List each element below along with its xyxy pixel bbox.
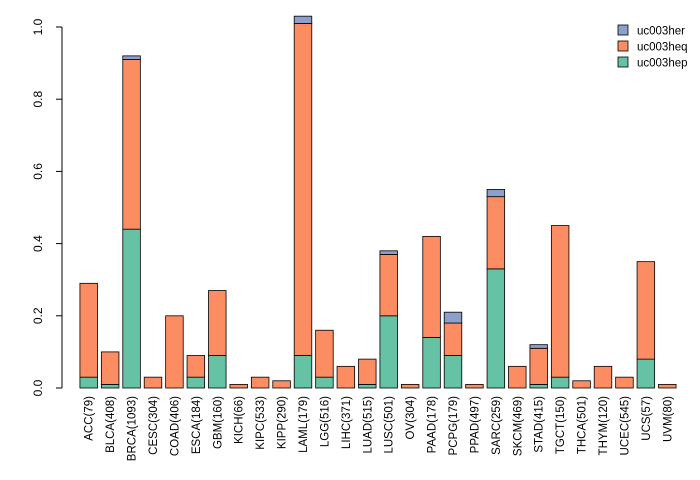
bar-segment-uc003heq xyxy=(315,329,334,378)
bar-segment-uc003heq xyxy=(229,383,248,389)
bar-segment-uc003hep xyxy=(422,337,441,389)
y-tick-label: 0.6 xyxy=(31,163,45,180)
bar-segment-uc003heq xyxy=(443,322,463,356)
bar-segment-uc003heq xyxy=(400,383,420,389)
bar-segment-uc003hep xyxy=(529,383,548,389)
bar-segment-uc003heq xyxy=(143,376,163,389)
bars-group xyxy=(79,15,677,389)
x-tick-label: UCS(57) xyxy=(641,396,653,441)
bar-segment-uc003hep xyxy=(379,315,398,389)
bar-segment-uc003hep xyxy=(208,355,227,389)
legend: uc003her uc003heq uc003hep xyxy=(617,24,688,70)
x-tick-label: COAD(406) xyxy=(169,396,181,456)
x-tick-label: KIPC(533) xyxy=(255,396,267,450)
legend-swatch-uc003her xyxy=(617,24,629,36)
bar-segment-uc003heq xyxy=(122,59,141,230)
bar-segment-uc003hep xyxy=(79,376,98,389)
bar-segment-uc003her xyxy=(486,189,506,198)
bar-segment-uc003heq xyxy=(550,225,570,378)
y-tick-label: 1.0 xyxy=(31,18,45,35)
bar-segment-uc003heq xyxy=(636,261,656,360)
y-tick-label: 0.8 xyxy=(31,91,45,108)
legend-label-uc003her: uc003her xyxy=(637,26,685,38)
x-tick-label: LUAD(515) xyxy=(362,396,374,454)
x-tick-label: PCPG(179) xyxy=(448,396,460,456)
bar-segment-uc003heq xyxy=(422,235,441,338)
x-tick-label: STAD(415) xyxy=(534,396,546,453)
legend-swatch-uc003hep xyxy=(617,56,629,68)
x-tick-label: PAAD(178) xyxy=(427,396,439,453)
bar-segment-uc003hep xyxy=(443,355,463,389)
y-tick-label: 0.4 xyxy=(31,235,45,252)
bar-segment-uc003her xyxy=(122,55,141,60)
bar-segment-uc003heq xyxy=(272,380,291,389)
legend-label-uc003hep: uc003hep xyxy=(637,58,688,70)
bar-segment-uc003her xyxy=(443,311,463,324)
x-tick-label: ACC(79) xyxy=(84,396,96,441)
bar-segment-uc003heq xyxy=(250,376,270,389)
bar-segment-uc003hep xyxy=(550,376,570,389)
x-tick-label: THCA(501) xyxy=(577,396,589,454)
x-tick-label: LIHC(371) xyxy=(341,396,353,449)
bar-segment-uc003heq xyxy=(572,380,591,389)
bar-segment-uc003hep xyxy=(100,383,120,389)
bar-segment-uc003her xyxy=(293,15,313,24)
bar-segment-uc003heq xyxy=(615,376,634,389)
bar-segment-uc003heq xyxy=(293,22,313,356)
x-tick-label: BRCA(1093) xyxy=(127,396,139,461)
x-axis-labels: ACC(79) BLCA(408) BRCA(1093) CESC(304) COAD(… xyxy=(84,396,675,461)
y-tick-label: 0.2 xyxy=(31,307,45,324)
bar-segment-uc003hep xyxy=(122,228,141,389)
x-tick-label: KICH(66) xyxy=(234,396,246,444)
legend-swatch-uc003heq xyxy=(617,40,629,52)
x-tick-label: GBM(160) xyxy=(212,396,224,449)
x-tick-label: LUSC(501) xyxy=(384,396,396,454)
bar-segment-uc003hep xyxy=(186,376,206,389)
x-tick-label: UCEC(545) xyxy=(619,396,631,456)
bar-segment-uc003heq xyxy=(508,365,527,389)
bar-segment-uc003heq xyxy=(186,355,206,378)
bar-segment-uc003heq xyxy=(593,365,613,389)
bar-segment-uc003hep xyxy=(358,383,377,389)
x-tick-label: BLCA(408) xyxy=(105,396,117,453)
x-tick-label: SARC(259) xyxy=(491,396,503,455)
x-tick-label: OV(304) xyxy=(405,396,417,440)
bar-segment-uc003hep xyxy=(315,376,334,389)
bar-segment-uc003heq xyxy=(358,358,377,385)
y-tick-label: 0.0 xyxy=(31,379,45,396)
bar-segment-uc003heq xyxy=(529,347,548,385)
bar-segment-uc003her xyxy=(379,250,398,255)
bar-segment-uc003heq xyxy=(465,383,484,389)
x-tick-label: THYM(120) xyxy=(598,396,610,456)
x-tick-label: UVM(80) xyxy=(662,396,674,442)
bar-segment-uc003her xyxy=(529,344,548,349)
bar-segment-uc003hep xyxy=(486,268,506,389)
bar-segment-uc003heq xyxy=(336,365,356,389)
bar-segment-uc003heq xyxy=(208,290,227,356)
x-tick-label: ESCA(184) xyxy=(191,396,203,454)
y-axis: 0.0 0.2 0.4 0.6 0.8 1.0 xyxy=(31,18,63,396)
bar-segment-uc003heq xyxy=(79,282,98,378)
bar-segment-uc003hep xyxy=(636,358,656,389)
bar-segment-uc003heq xyxy=(486,196,506,270)
x-tick-label: PPAD(497) xyxy=(469,396,481,453)
x-tick-label: KIPP(290) xyxy=(277,396,289,449)
x-tick-label: LAML(179) xyxy=(298,396,310,453)
bar-segment-uc003heq xyxy=(379,254,398,317)
legend-label-uc003heq: uc003heq xyxy=(637,42,688,54)
bar-segment-uc003heq xyxy=(658,383,677,389)
x-tick-label: LGG(516) xyxy=(319,396,331,447)
x-tick-label: CESC(304) xyxy=(148,396,160,455)
bar-segment-uc003heq xyxy=(165,315,184,389)
bar-segment-uc003heq xyxy=(100,351,120,385)
bar-segment-uc003hep xyxy=(293,355,313,389)
x-tick-label: TGCT(150) xyxy=(555,396,567,454)
x-tick-label: SKCM(469) xyxy=(512,396,524,456)
